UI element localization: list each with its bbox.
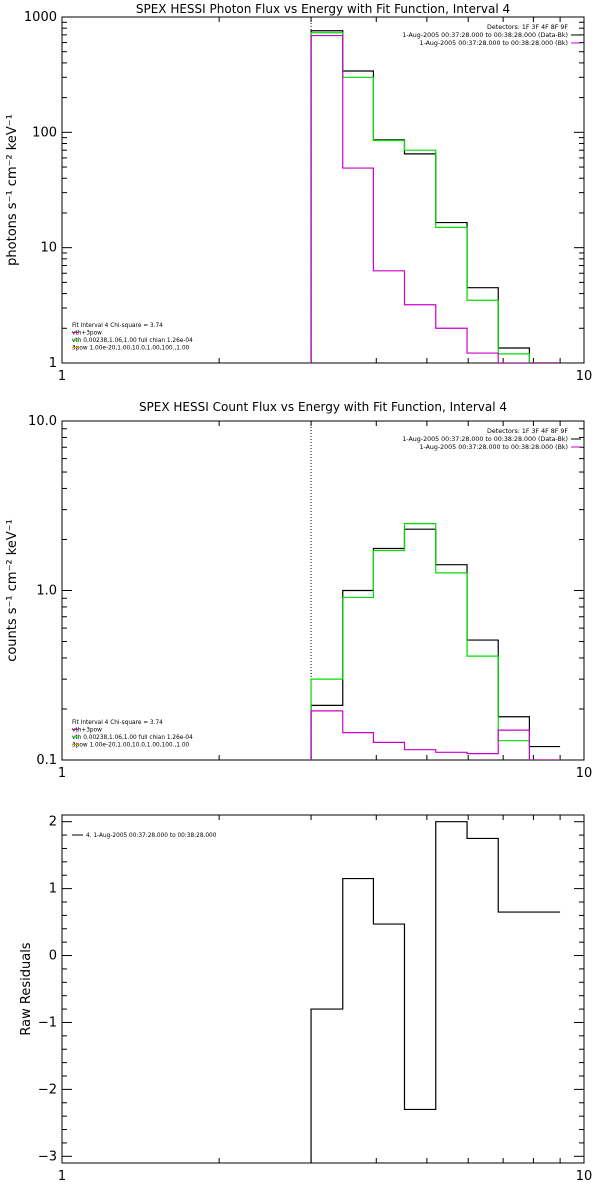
legend-right-entry: Detectors: 1F 3F 4F 8F 9F <box>487 24 568 31</box>
plot-frame <box>61 814 585 1164</box>
series-group <box>310 523 561 760</box>
y-tick-label: 10.0 <box>28 414 57 429</box>
y-tick-label: 10 <box>40 241 57 256</box>
legend-left-entry: 3pow 1.00e-20,1.00,10.0,1.00,100.,1.00 <box>72 743 190 749</box>
chart-panel-3: 1 10 −3 −2 −1 0 1 2 Raw Residuals 4. 1-Aug-2005 0… <box>19 814 593 1184</box>
x-tick-label: 10 <box>576 766 593 781</box>
series-line-2 <box>310 523 561 760</box>
series-line-3 <box>310 710 561 760</box>
plot-frame <box>61 420 585 761</box>
legend-left: Fit Interval 4 Chi-square = 3.74 vth+3pow… <box>72 323 193 352</box>
y-tick-label: 1 <box>49 882 57 897</box>
y-tick-label: 100 <box>32 125 57 140</box>
legend-right: Detectors: 1F 3F 4F 8F 9F1-Aug-2005 00:3… <box>402 428 581 451</box>
y-tick-label: 1000 <box>24 10 57 25</box>
series-group <box>310 30 561 363</box>
series-group <box>310 821 561 1163</box>
y-axis-ticks <box>62 16 584 364</box>
x-axis-ticks <box>61 17 585 363</box>
plot-frame <box>61 16 585 364</box>
y-tick-label: −2 <box>38 1082 57 1097</box>
series-line-3 <box>310 34 561 363</box>
x-tick-label: 1 <box>58 766 66 781</box>
x-tick-label: 10 <box>576 369 593 384</box>
y-tick-label: −3 <box>38 1149 57 1164</box>
y-tick-label: 0.1 <box>36 753 57 768</box>
chart-panel-1: SPEX HESSI Photon Flux vs Energy with Fi… <box>5 2 592 384</box>
legend-left-entry: Fit Interval 4 Chi-square = 3.74 <box>72 323 163 329</box>
y-tick-label: 0 <box>49 949 57 964</box>
legend-left-entry: 4. 1-Aug-2005 00:37:28.000 to 00:38:28.0… <box>86 833 217 839</box>
legend-left-entry: vth+3pow <box>72 331 102 337</box>
y-axis-label: Raw Residuals <box>19 942 34 1035</box>
y-tick-label: 2 <box>49 815 57 830</box>
chart-title: SPEX HESSI Count Flux vs Energy with Fit… <box>139 400 507 414</box>
legend-right-entry: 1-Aug-2005 00:37:28.000 to 00:38:28.000 … <box>402 32 568 39</box>
x-tick-label: 1 <box>58 1169 66 1184</box>
y-axis-ticks <box>62 821 584 1157</box>
y-axis-ticks <box>62 420 584 761</box>
legend-right-entry: 1-Aug-2005 00:37:28.000 to 00:38:28.000 … <box>402 436 568 443</box>
x-axis-ticks <box>61 815 585 1163</box>
x-tick-label: 10 <box>576 1169 593 1184</box>
legend-left-entry: 3pow 1.00e-20,1.00,10.0,1.00,100.,1.00 <box>72 346 190 352</box>
legend-left-entry: Fit Interval 4 Chi-square = 3.74 <box>72 720 163 726</box>
legend-right-entry: 1-Aug-2005 00:37:28.000 to 00:38:28.000 … <box>419 444 568 451</box>
legend-left: Fit Interval 4 Chi-square = 3.74 vth+3pow… <box>72 720 193 749</box>
x-axis-ticks <box>61 421 585 760</box>
chart-panel-2: SPEX HESSI Count Flux vs Energy with Fit… <box>5 400 592 781</box>
y-tick-label: 1.0 <box>36 584 57 599</box>
y-tick-label: −1 <box>38 1015 57 1030</box>
y-axis-label: photons s⁻¹ cm⁻² keV⁻¹ <box>5 114 20 266</box>
chart-title: SPEX HESSI Photon Flux vs Energy with Fi… <box>136 2 510 16</box>
legend-left-entry: vth 0.00238,1.06,1.00 full chian 1.26e-0… <box>72 338 193 344</box>
legend-right: Detectors: 1F 3F 4F 8F 9F1-Aug-2005 00:3… <box>402 24 581 47</box>
legend-left-entry: vth 0.00238,1.06,1.00 full chian 1.26e-0… <box>72 735 193 741</box>
y-axis-label: counts s⁻¹ cm⁻² keV⁻¹ <box>5 519 20 662</box>
series-line-1 <box>310 821 561 1163</box>
legend-right-entry: Detectors: 1F 3F 4F 8F 9F <box>487 428 568 435</box>
legend-left: 4. 1-Aug-2005 00:37:28.000 to 00:38:28.0… <box>72 833 217 839</box>
y-tick-label: 1 <box>49 356 57 371</box>
legend-left-entry: vth+3pow <box>72 728 102 734</box>
x-tick-label: 1 <box>58 369 66 384</box>
legend-right-entry: 1-Aug-2005 00:37:28.000 to 00:38:28.000 … <box>419 40 568 47</box>
